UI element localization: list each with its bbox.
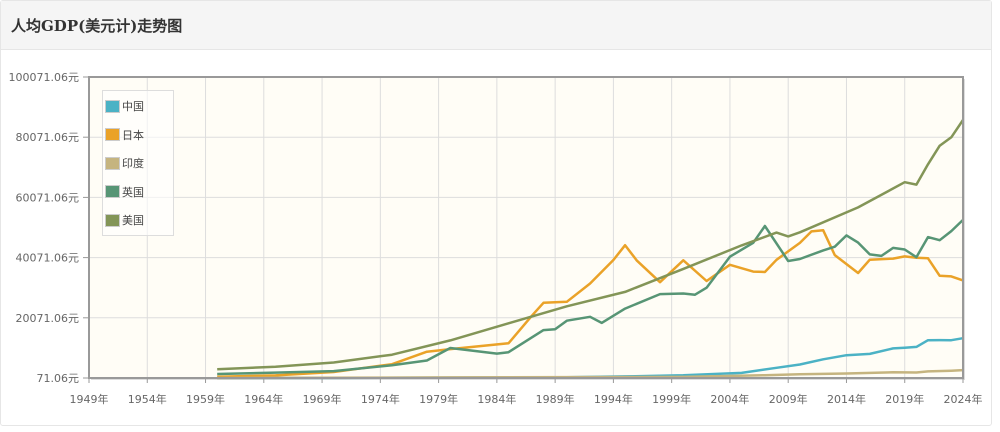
x-tick-label: 1999年 (652, 392, 691, 406)
series-line-4 (217, 119, 965, 371)
x-tick-label: 2024年 (944, 392, 983, 406)
legend-swatch (105, 156, 120, 170)
legend-item: 日本 (105, 127, 144, 143)
x-tick-label: 2014年 (827, 392, 866, 406)
y-tick-label: 80071.06元 (16, 131, 80, 144)
x-tick-label: 1949年 (70, 392, 109, 406)
x-tick-label: 2019年 (885, 392, 924, 406)
x-tick-label: 1994年 (594, 392, 633, 406)
legend-item: 美国 (105, 212, 144, 228)
x-tick-label: 1974年 (361, 392, 400, 406)
chart-legend: 中国日本印度英国美国 (102, 90, 174, 236)
y-tick-label: 100071.06元 (9, 71, 80, 84)
legend-label: 英国 (122, 185, 144, 199)
legend-label: 日本 (122, 128, 144, 142)
legend-swatch (105, 128, 120, 141)
x-tick-label: 1964年 (244, 392, 283, 406)
legend-swatch (105, 185, 120, 198)
legend-label: 美国 (122, 214, 144, 227)
x-tick-label: 1989年 (536, 392, 575, 406)
y-tick-label: 60071.06元 (16, 191, 80, 204)
x-tick-label: 2004年 (710, 392, 749, 406)
legend-label: 中国 (122, 100, 144, 113)
legend-item: 印度 (105, 155, 144, 171)
plot-area (89, 77, 963, 378)
x-tick-label: 1954年 (128, 392, 167, 406)
y-tick-label: 71.06元 (37, 372, 80, 385)
x-tick-label: 1984年 (477, 392, 516, 406)
plot-border (88, 76, 964, 379)
page-title: 人均GDP(美元计)走势图 (11, 17, 183, 35)
legend-item: 英国 (105, 184, 144, 200)
y-tick-label: 20071.06元 (16, 312, 80, 325)
x-tick-label: 1979年 (419, 392, 458, 406)
legend-swatch (105, 99, 120, 113)
x-tick-label: 1969年 (303, 392, 342, 406)
legend-label: 印度 (122, 157, 144, 170)
card-header: 人均GDP(美元计)走势图 (1, 1, 991, 50)
y-tick-label: 40071.06元 (16, 252, 80, 265)
legend-item: 中国 (105, 98, 144, 114)
x-tick-label: 1959年 (186, 392, 225, 406)
series-line-3 (217, 218, 964, 376)
legend-swatch (105, 213, 120, 227)
x-tick-label: 2009年 (769, 392, 808, 406)
